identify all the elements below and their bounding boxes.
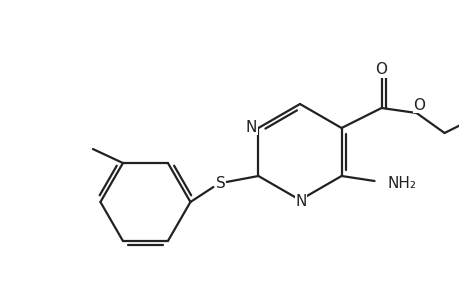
Text: S: S — [215, 176, 225, 191]
Text: O: O — [413, 98, 425, 112]
Text: NH₂: NH₂ — [387, 176, 416, 191]
Text: O: O — [375, 62, 387, 77]
Text: N: N — [295, 194, 306, 209]
Text: N: N — [245, 119, 257, 134]
